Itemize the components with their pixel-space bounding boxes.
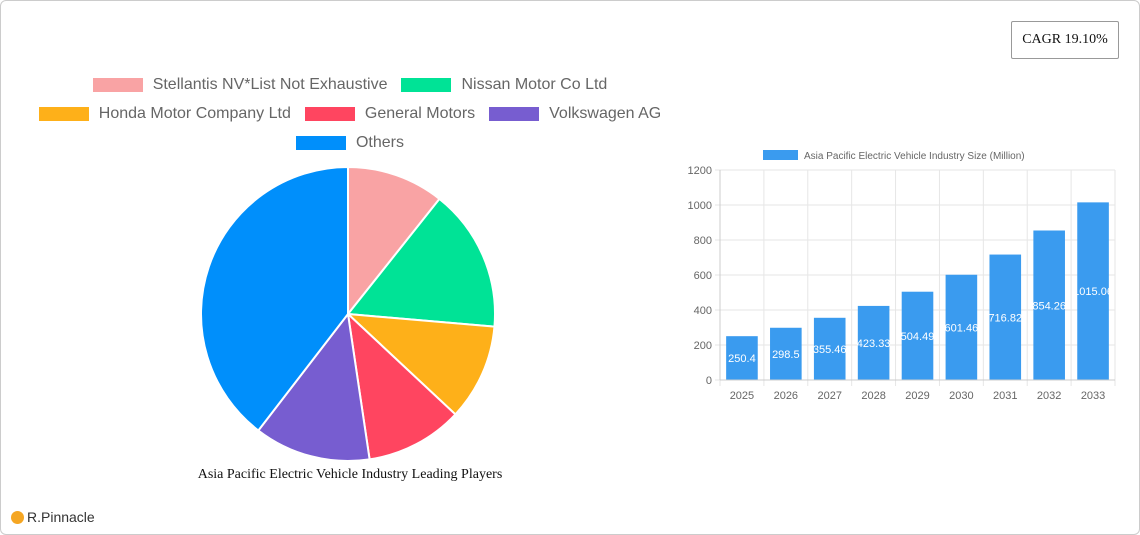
cagr-badge: CAGR 19.10% — [1011, 21, 1119, 59]
y-tick-label: 1000 — [688, 200, 712, 212]
bar[interactable] — [726, 336, 758, 380]
legend-item[interactable]: Honda Motor Company Ltd — [38, 105, 291, 123]
legend-swatch — [304, 107, 355, 121]
x-tick-label: 2031 — [993, 390, 1017, 402]
legend-label: General Motors — [364, 105, 476, 122]
bar[interactable] — [813, 317, 846, 380]
bar-legend-label: Asia Pacific Electric Vehicle Industry S… — [804, 151, 1025, 162]
legend-label: Honda Motor Company Ltd — [98, 105, 291, 122]
y-tick-label: 800 — [694, 235, 712, 247]
bar[interactable] — [857, 305, 890, 380]
pie-legend-row-1: Stellantis NV*List Not Exhaustive Nissan … — [0, 76, 700, 97]
y-tick-label: 1200 — [688, 165, 712, 177]
x-tick-label: 2033 — [1081, 390, 1105, 402]
pie-slice[interactable] — [346, 311, 457, 461]
logo: R.Pinnacle — [11, 509, 95, 525]
x-tick-label: 2028 — [861, 390, 885, 402]
x-tick-label: 2032 — [1037, 390, 1061, 402]
legend-label: Volkswagen AG — [549, 105, 662, 122]
pie-legend-row-3: Others — [0, 134, 700, 155]
bar-data-label: 355.46 — [813, 344, 847, 356]
legend-swatch — [92, 78, 143, 92]
bar-data-label: 298.5 — [772, 349, 800, 361]
y-tick-label: 200 — [694, 340, 712, 352]
legend-item[interactable]: Stellantis NV*List Not Exhaustive — [92, 76, 388, 94]
x-tick-label: 2026 — [774, 390, 798, 402]
x-tick-label: 2029 — [905, 390, 929, 402]
bar[interactable] — [770, 327, 802, 380]
bar-data-label: 716.82 — [988, 312, 1022, 324]
legend-item[interactable]: General Motors — [304, 105, 476, 123]
y-tick-label: 0 — [706, 375, 712, 387]
pie-legend-row-2: Honda Motor Company Ltd General Motors Vol… — [0, 105, 700, 126]
bar-legend-swatch — [763, 150, 798, 160]
pie-slice[interactable] — [347, 165, 441, 317]
bar[interactable] — [1033, 230, 1065, 380]
logo-icon — [11, 510, 24, 524]
y-tick-label: 600 — [694, 270, 712, 282]
pie-title: Asia Pacific Electric Vehicle Industry L… — [197, 467, 503, 482]
pie-slice[interactable] — [345, 312, 496, 416]
legend-item[interactable]: Nissan Motor Co Ltd — [401, 76, 607, 94]
pie-chart — [200, 165, 496, 462]
pie-slice[interactable] — [256, 311, 371, 462]
bar[interactable] — [901, 291, 934, 380]
bar-data-label: 1015.06 — [1073, 286, 1113, 298]
bar[interactable] — [1077, 202, 1109, 380]
logo-text: R.Pinnacle — [27, 509, 95, 525]
legend-item[interactable]: Volkswagen AG — [489, 105, 661, 123]
legend-label: Stellantis NV*List Not Exhaustive — [152, 76, 388, 93]
y-tick-label: 400 — [694, 305, 712, 317]
pie-slice[interactable] — [346, 197, 496, 328]
x-tick-label: 2027 — [817, 390, 841, 402]
legend-swatch — [489, 107, 540, 121]
bar-data-label: 854.26 — [1032, 300, 1066, 312]
legend-label: Others — [355, 134, 404, 151]
bar-chart: Asia Pacific Electric Vehicle Industry S… — [688, 150, 1116, 402]
legend-item[interactable]: Others — [295, 134, 404, 152]
legend-label: Nissan Motor Co Ltd — [461, 76, 608, 93]
bar-data-label: 250.4 — [728, 353, 756, 365]
legend-swatch — [38, 107, 89, 121]
legend-swatch — [295, 136, 346, 150]
legend-swatch — [401, 78, 452, 92]
x-tick-label: 2030 — [949, 390, 973, 402]
pie-slice[interactable] — [200, 165, 349, 432]
bar-data-label: 601.46 — [945, 322, 979, 334]
bar-data-label: 504.49 — [901, 331, 935, 343]
x-tick-label: 2025 — [730, 390, 754, 402]
bar[interactable] — [989, 254, 1022, 380]
bar[interactable] — [945, 274, 978, 380]
bar-data-label: 423.33 — [857, 338, 891, 350]
